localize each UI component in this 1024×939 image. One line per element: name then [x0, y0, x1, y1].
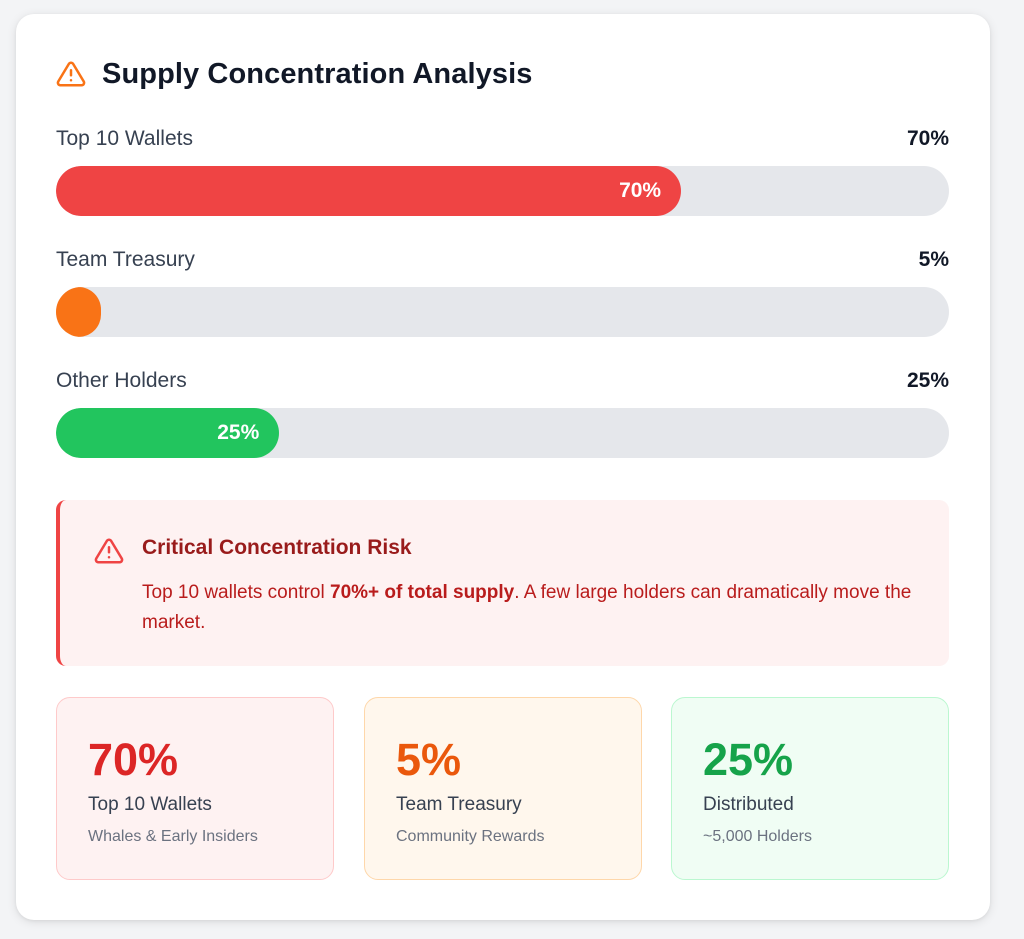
progress-track: 25% [56, 408, 949, 458]
stat-value: 70% [88, 734, 179, 785]
progress-track [56, 287, 949, 337]
bar-label: Team Treasury [56, 248, 195, 271]
stat-label: Top 10 Wallets [88, 794, 212, 815]
progress-fill-label: 70% [619, 179, 662, 202]
alert-body-prefix: Top 10 wallets control [142, 582, 330, 603]
stat-label: Distributed [703, 794, 794, 815]
progress-fill: 70% [56, 166, 682, 216]
stat-subtitle: Community Rewards [396, 828, 545, 845]
progress-track: 70% [56, 166, 949, 216]
bar-value: 25% [906, 369, 949, 392]
page-title: Supply Concentration Analysis [102, 57, 533, 90]
alert-body-suffix: . A few large holders can dramatically m… [142, 582, 912, 633]
alert-body: Top 10 wallets control 70%+ of total sup… [142, 578, 922, 638]
stat-value: 5% [396, 734, 462, 785]
bar-value: 70% [906, 127, 949, 150]
bar-other-holders: Other Holders 25% 25% [56, 366, 949, 458]
stat-value: 25% [703, 734, 794, 785]
stat-label: Team Treasury [396, 794, 522, 815]
stat-subtitle: Whales & Early Insiders [88, 828, 258, 845]
warning-triangle-icon [94, 538, 124, 564]
stat-card-distributed: 25% Distributed ~5,000 Holders [671, 697, 949, 880]
progress-fill: 25% [56, 408, 280, 458]
progress-fill-label: 25% [217, 421, 260, 444]
bar-label: Other Holders [56, 369, 187, 392]
bar-team-treasury: Team Treasury 5% [56, 245, 949, 337]
stat-subtitle: ~5,000 Holders [703, 828, 812, 845]
bar-label: Top 10 Wallets [56, 127, 193, 150]
alert-body-bold: 70%+ of total supply [330, 582, 515, 603]
bar-top-10-wallets: Top 10 Wallets 70% 70% [56, 124, 949, 216]
alert-title: Critical Concentration Risk [142, 536, 412, 559]
supply-concentration-card: Supply Concentration Analysis Top 10 Wal… [16, 14, 990, 920]
bar-value: 5% [918, 248, 949, 271]
progress-fill [56, 287, 101, 337]
stat-card-top-wallets: 70% Top 10 Wallets Whales & Early Inside… [56, 697, 334, 880]
warning-triangle-icon [56, 61, 86, 87]
stat-card-team-treasury: 5% Team Treasury Community Rewards [364, 697, 642, 880]
critical-risk-alert: Critical Concentration Risk Top 10 walle… [56, 500, 949, 666]
card-header: Supply Concentration Analysis [56, 54, 532, 94]
